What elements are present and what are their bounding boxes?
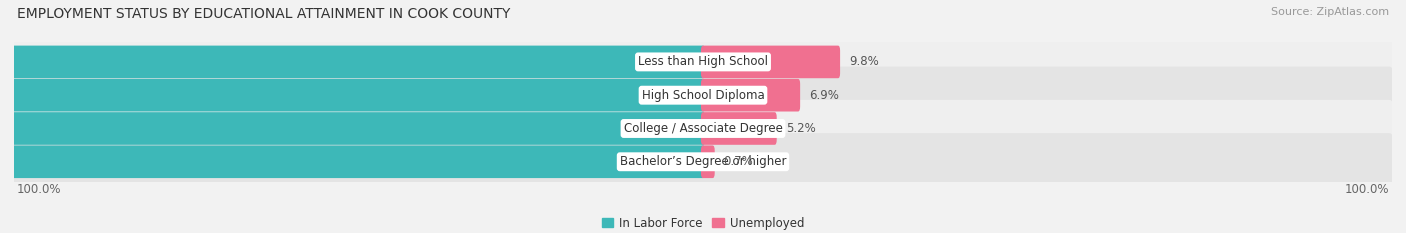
Text: EMPLOYMENT STATUS BY EDUCATIONAL ATTAINMENT IN COOK COUNTY: EMPLOYMENT STATUS BY EDUCATIONAL ATTAINM…	[17, 7, 510, 21]
FancyBboxPatch shape	[0, 145, 704, 178]
FancyBboxPatch shape	[702, 145, 714, 178]
FancyBboxPatch shape	[702, 112, 776, 145]
Text: 100.0%: 100.0%	[1344, 183, 1389, 196]
FancyBboxPatch shape	[0, 46, 704, 78]
Text: 9.8%: 9.8%	[849, 55, 879, 69]
FancyBboxPatch shape	[11, 133, 1395, 190]
Text: 5.2%: 5.2%	[786, 122, 815, 135]
FancyBboxPatch shape	[11, 100, 1395, 157]
Text: 6.9%: 6.9%	[808, 89, 839, 102]
FancyBboxPatch shape	[0, 79, 704, 112]
Text: Bachelor’s Degree or higher: Bachelor’s Degree or higher	[620, 155, 786, 168]
FancyBboxPatch shape	[702, 46, 841, 78]
Text: College / Associate Degree: College / Associate Degree	[624, 122, 782, 135]
FancyBboxPatch shape	[702, 79, 800, 112]
FancyBboxPatch shape	[11, 33, 1395, 91]
Text: High School Diploma: High School Diploma	[641, 89, 765, 102]
Text: 0.7%: 0.7%	[724, 155, 754, 168]
Text: 100.0%: 100.0%	[17, 183, 62, 196]
Legend: In Labor Force, Unemployed: In Labor Force, Unemployed	[598, 212, 808, 233]
Text: Source: ZipAtlas.com: Source: ZipAtlas.com	[1271, 7, 1389, 17]
FancyBboxPatch shape	[0, 112, 704, 145]
FancyBboxPatch shape	[11, 67, 1395, 124]
Text: Less than High School: Less than High School	[638, 55, 768, 69]
